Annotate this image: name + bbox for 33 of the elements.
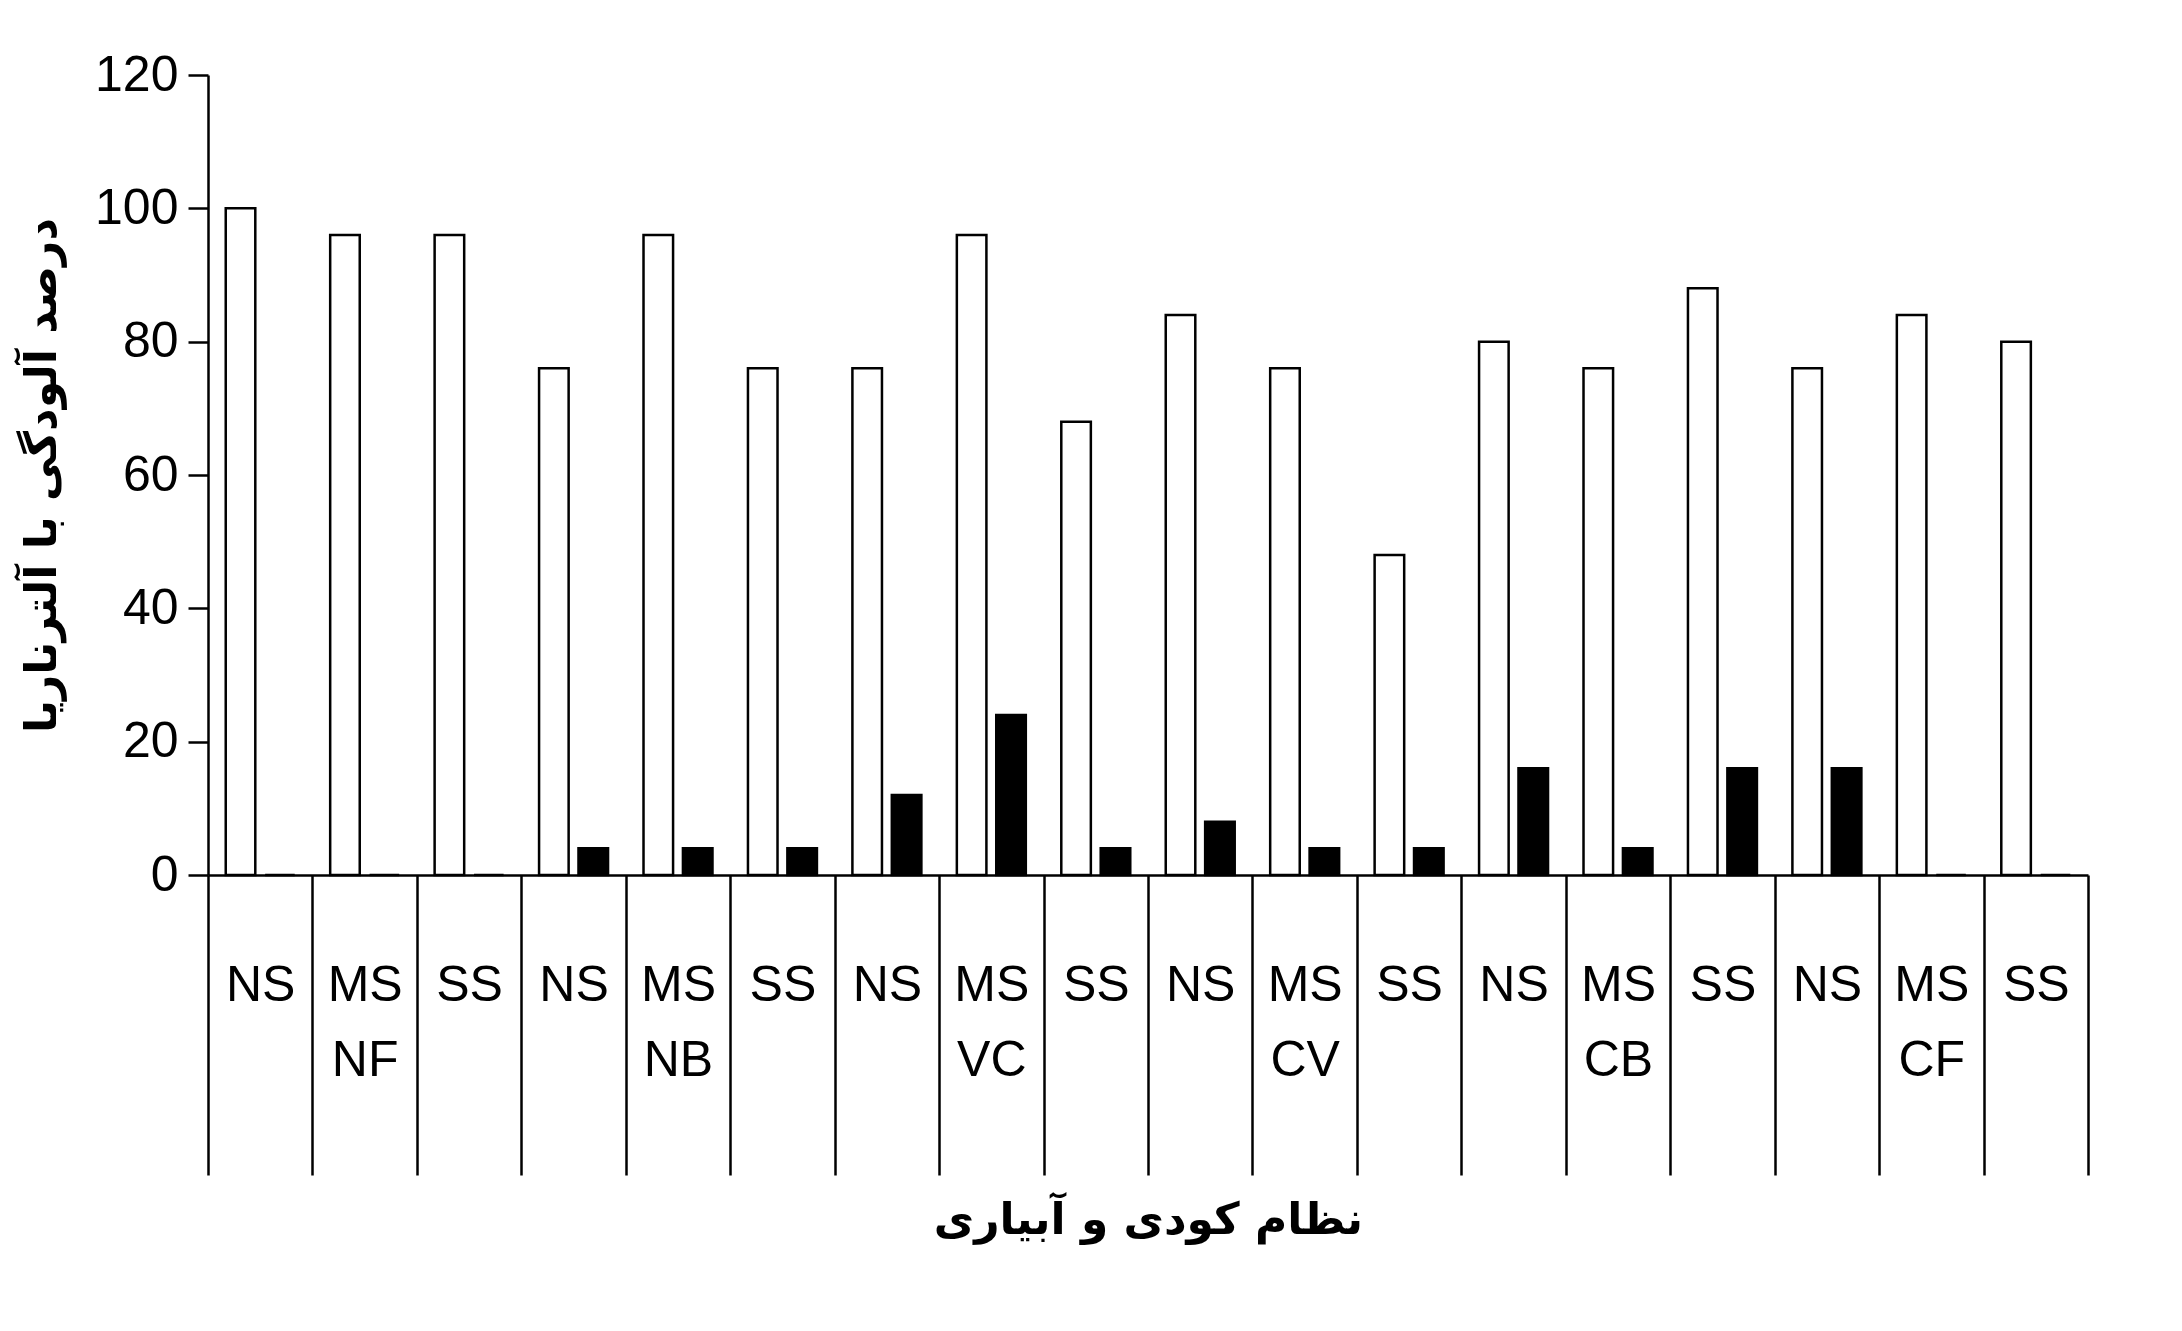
- x-tick-label: SS: [2002, 955, 2070, 1012]
- x-tick-label: MS: [327, 955, 403, 1012]
- text: CB: [1583, 1030, 1654, 1087]
- text: CV: [1270, 1030, 1341, 1087]
- y-tick-label: 60: [122, 445, 179, 502]
- text: NF: [331, 1030, 399, 1087]
- x-axis-title: نظام کودی و آبیاری: [933, 1190, 1364, 1245]
- x-tick-label: MS: [954, 955, 1030, 1012]
- x-tick-label: NS: [539, 955, 609, 1012]
- x-tick-label: NS: [1479, 955, 1549, 1012]
- y-tick-label: 20: [122, 712, 179, 769]
- y-axis-title: درصد آلودگی با آلترناریا: [13, 217, 68, 734]
- text: CF: [1898, 1030, 1966, 1087]
- y-tick-label: 120: [95, 45, 179, 102]
- x-tick-label: MS: [1581, 955, 1656, 1012]
- y-tick-label: 80: [122, 312, 179, 369]
- y-tick-label: 40: [122, 578, 179, 635]
- x-tick-label: SS: [749, 955, 817, 1012]
- x-tick-label: NS: [1792, 955, 1863, 1012]
- x-tick-label: MS: [1267, 955, 1343, 1012]
- x-tick-label: NS: [852, 955, 923, 1012]
- y-tick-label: 100: [95, 178, 179, 235]
- x-tick-label: MS: [641, 955, 716, 1012]
- x-tick-label: SS: [1062, 955, 1130, 1012]
- x-tick-label: SS: [436, 955, 503, 1012]
- x-tick-label: NS: [225, 955, 296, 1012]
- text: NB: [643, 1030, 714, 1087]
- x-tick-label: SS: [1376, 955, 1443, 1012]
- y-tick-label: 0: [150, 845, 179, 902]
- x-tick-label: SS: [1689, 955, 1757, 1012]
- x-tick-label: MS: [1894, 955, 1970, 1012]
- x-tick-label: NS: [1165, 955, 1236, 1012]
- text: VC: [957, 1030, 1027, 1087]
